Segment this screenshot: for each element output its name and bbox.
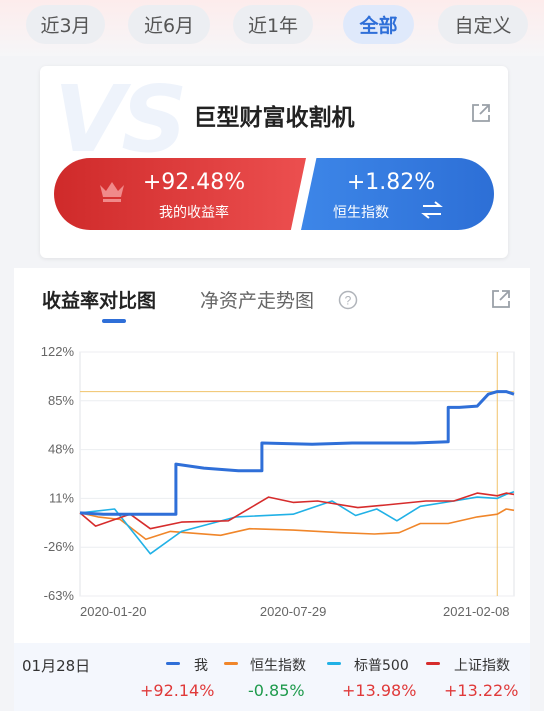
crown-icon xyxy=(100,182,124,202)
y-tick-label: 11% xyxy=(49,490,74,505)
comparison-card: VS 巨型财富收割机 +92.48% 我的收益率 +1.82% 恒生指数 xyxy=(40,66,508,258)
y-tick-label: -63% xyxy=(44,588,75,603)
y-tick-label: 122% xyxy=(41,344,75,359)
tab-net-asset-trend[interactable]: 净资产走势图 xyxy=(200,290,315,312)
swap-icon[interactable] xyxy=(421,201,443,219)
chart-section: 收益率对比图 净资产走势图 ? 122% 85% 48% 11% -26% -63% 202… xyxy=(14,268,530,643)
legend-swatch-hsi xyxy=(224,662,238,665)
y-tick-label: -26% xyxy=(44,539,75,554)
legend-date: 01月28日 xyxy=(22,657,91,675)
series-line-mine xyxy=(79,390,515,516)
legend-swatch-mine xyxy=(166,662,180,665)
return-comparison-chart[interactable]: 122% 85% 48% 11% -26% -63% 2020-01-20 2020-07-2… xyxy=(14,338,530,628)
tab-1-year[interactable]: 近1年 xyxy=(233,5,313,44)
legend-label-sp500: 标普500 xyxy=(354,658,409,674)
my-return-pill: +92.48% 我的收益率 xyxy=(54,158,306,230)
legend-value-mine: +92.14% xyxy=(140,681,215,700)
x-tick-label: 2020-07-29 xyxy=(260,604,327,619)
svg-text:?: ? xyxy=(345,294,352,308)
legend-value-sse: +13.22% xyxy=(444,681,519,700)
legend-swatch-sse xyxy=(426,662,440,665)
share-icon[interactable] xyxy=(490,288,512,310)
active-tab-indicator xyxy=(102,319,126,323)
y-tick-label: 48% xyxy=(48,442,74,457)
series-line-sse xyxy=(79,492,515,530)
my-return-value: +92.48% xyxy=(142,170,246,195)
tab-6-months[interactable]: 近6月 xyxy=(128,5,210,44)
x-tick-label: 2021-02-08 xyxy=(443,604,510,619)
series-line-sp500 xyxy=(79,491,515,555)
benchmark-pill[interactable]: +1.82% 恒生指数 xyxy=(301,158,494,230)
series-line-hsi xyxy=(79,508,515,541)
legend-label-hsi: 恒生指数 xyxy=(250,658,306,674)
tab-return-comparison[interactable]: 收益率对比图 xyxy=(42,290,157,312)
legend-value-sp500: +13.98% xyxy=(342,681,417,700)
x-tick-label: 2020-01-20 xyxy=(80,604,147,619)
legend-label-mine: 我 xyxy=(194,658,208,674)
tab-all[interactable]: 全部 xyxy=(343,5,414,44)
tab-3-months[interactable]: 近3月 xyxy=(26,5,105,44)
legend-swatch-sp500 xyxy=(327,662,341,665)
plot-frame xyxy=(79,351,515,597)
chart-legend: 01月28日 我 +92.14% 恒生指数 -0.85% 标普500 +13.9… xyxy=(14,643,530,711)
y-tick-label: 85% xyxy=(48,393,74,408)
legend-label-sse: 上证指数 xyxy=(454,658,510,674)
benchmark-value: +1.82% xyxy=(346,170,436,195)
help-icon[interactable]: ? xyxy=(338,290,358,310)
share-icon[interactable] xyxy=(470,102,492,124)
portfolio-title: 巨型财富收割机 xyxy=(193,105,355,131)
benchmark-label: 恒生指数 xyxy=(333,205,389,221)
range-tab-bar: 近3月 近6月 近1年 全部 自定义 xyxy=(0,0,544,56)
my-return-label: 我的收益率 xyxy=(159,205,229,221)
legend-value-hsi: -0.85% xyxy=(248,681,305,700)
vs-watermark: VS xyxy=(54,66,187,173)
tab-custom[interactable]: 自定义 xyxy=(438,5,528,44)
